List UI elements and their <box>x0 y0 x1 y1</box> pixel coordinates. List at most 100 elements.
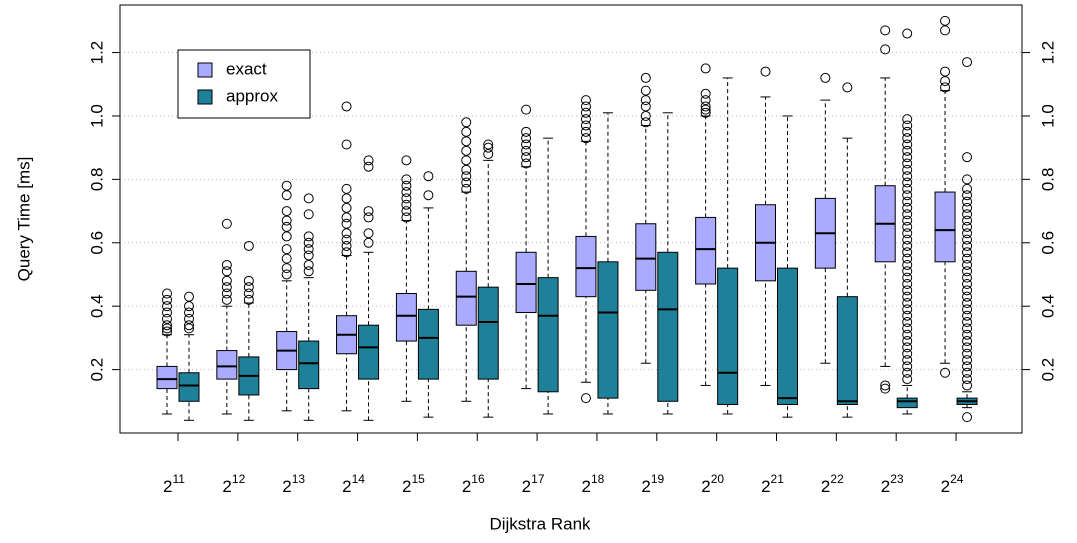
outlier <box>940 367 951 378</box>
box <box>477 286 499 380</box>
outlier <box>341 234 352 245</box>
outlier <box>902 171 913 182</box>
outlier <box>902 152 913 163</box>
outlier <box>962 152 973 163</box>
outlier <box>363 212 374 223</box>
outlier <box>902 304 913 315</box>
outlier <box>902 367 913 378</box>
outlier <box>281 244 292 255</box>
label-exponent: 12 <box>232 472 246 486</box>
outlier <box>902 114 913 125</box>
outlier <box>281 206 292 217</box>
outlier <box>962 355 973 366</box>
outlier <box>880 380 891 391</box>
outlier <box>341 101 352 112</box>
label-exponent: 20 <box>711 472 725 486</box>
outlier <box>902 183 913 194</box>
legend-swatch <box>197 62 213 78</box>
outlier <box>341 202 352 213</box>
legend-label: approx <box>226 86 278 105</box>
outlier <box>902 272 913 283</box>
outlier <box>281 221 292 232</box>
outlier <box>483 149 494 160</box>
label-exponent: 24 <box>950 472 964 486</box>
outlier <box>281 180 292 191</box>
outlier <box>902 348 913 359</box>
outlier <box>162 313 172 324</box>
outlier <box>640 95 651 106</box>
outlier <box>580 126 591 137</box>
outlier <box>341 218 352 229</box>
outlier <box>902 202 913 213</box>
outlier <box>401 206 412 217</box>
outlier <box>461 155 472 166</box>
outlier <box>162 326 172 337</box>
outlier <box>962 329 973 340</box>
outlier <box>521 152 532 163</box>
outlier <box>902 28 913 39</box>
box <box>597 261 619 399</box>
outlier <box>902 342 913 353</box>
outlier <box>341 228 352 239</box>
y2-tick-label: 0.8 <box>1038 168 1057 192</box>
outlier <box>461 136 472 147</box>
box <box>657 251 679 402</box>
x-tick-label: 211 <box>163 472 185 496</box>
outlier <box>363 206 374 217</box>
outlier <box>580 101 591 112</box>
x-tick-label: 219 <box>641 472 664 496</box>
outlier <box>341 240 352 251</box>
label-exponent: 19 <box>651 472 665 486</box>
outlier <box>580 133 591 144</box>
outlier <box>184 301 194 312</box>
outlier <box>700 104 711 115</box>
box <box>515 251 537 314</box>
outlier <box>820 72 831 83</box>
outlier <box>962 240 973 251</box>
outlier <box>521 126 532 137</box>
y2-tick-label: 0.4 <box>1038 294 1057 318</box>
outlier <box>902 374 913 385</box>
x-tick-label: 223 <box>881 472 904 496</box>
outlier <box>902 323 913 334</box>
x-tick-label: 224 <box>941 472 964 496</box>
outlier <box>902 234 913 245</box>
outlier <box>461 126 472 137</box>
outlier <box>162 307 172 318</box>
outlier <box>962 278 973 289</box>
x-tick-label: 213 <box>282 472 305 496</box>
outlier <box>521 104 532 115</box>
outlier <box>303 209 314 220</box>
outlier <box>281 215 292 226</box>
outlier <box>184 313 194 324</box>
outlier <box>902 177 913 188</box>
outlier <box>962 209 973 220</box>
outlier <box>962 196 973 207</box>
outlier <box>700 101 711 112</box>
outlier <box>962 380 973 391</box>
outlier <box>281 231 292 242</box>
outlier <box>962 374 973 385</box>
y2-tick-label: 1.2 <box>1038 41 1057 65</box>
label-base: 2 <box>222 477 231 496</box>
outlier <box>341 193 352 204</box>
x-tick-label: 216 <box>462 472 485 496</box>
outlier <box>940 82 951 93</box>
outlier <box>902 240 913 251</box>
legend-label: exact <box>226 59 267 78</box>
outlier <box>401 212 412 223</box>
outlier <box>521 133 532 144</box>
outlier <box>962 291 973 302</box>
outlier <box>461 183 472 194</box>
outlier <box>962 298 973 309</box>
label-base: 2 <box>821 477 830 496</box>
outlier <box>902 310 913 321</box>
outlier <box>162 288 172 299</box>
label-exponent: 21 <box>771 472 785 486</box>
outlier <box>880 25 891 36</box>
outlier <box>162 320 172 331</box>
outlier <box>303 244 314 255</box>
label-exponent: 13 <box>292 472 306 486</box>
outlier <box>640 117 651 128</box>
